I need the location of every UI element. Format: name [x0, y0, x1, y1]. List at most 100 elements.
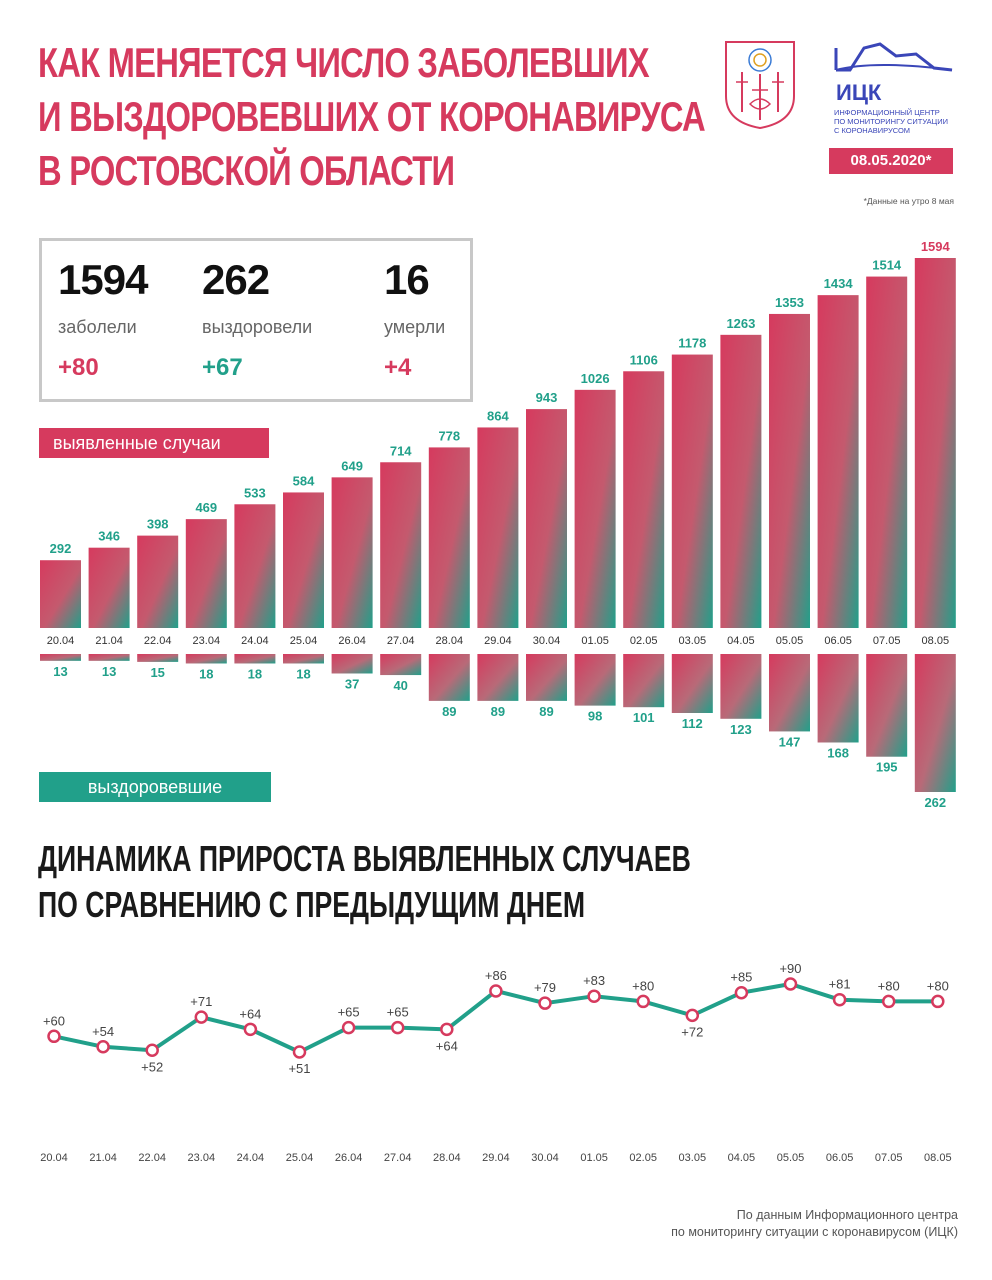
case-value-label: 469 [195, 500, 217, 515]
growth-value-label: +65 [387, 1005, 409, 1020]
date-tick-label: 07.05 [873, 635, 901, 647]
growth-point [538, 996, 552, 1010]
case-value-label: 1353 [775, 295, 804, 310]
growth-point [145, 1043, 159, 1058]
recovered-bar [234, 654, 276, 664]
case-value-label: 533 [244, 485, 266, 500]
subtitle-line: ПО СРАВНЕНИЮ С ПРЕДЫДУЩИМ ДНЕМ [38, 884, 586, 925]
recovered-value-label: 98 [588, 709, 602, 724]
case-value-label: 1514 [872, 258, 902, 273]
growth-point [931, 994, 945, 1009]
recovered-bar [40, 654, 81, 661]
case-bar [914, 258, 956, 628]
recovered-bar [380, 654, 422, 676]
case-bar [817, 295, 859, 628]
itsk-logo-icon: ИЦК [834, 42, 953, 105]
case-value-label: 1026 [581, 371, 610, 386]
date-tick-label: 07.05 [875, 1152, 903, 1164]
recovered-bar [526, 654, 567, 701]
stat-delta: +80 [58, 354, 99, 381]
logo-caption: ИНФОРМАЦИОННЫЙ ЦЕНТР ПО МОНИТОРИНГУ СИТУ… [834, 108, 964, 135]
recovered-bar [574, 654, 616, 706]
case-bar [477, 427, 519, 628]
title-line: В РОСТОВСКОЙ ОБЛАСТИ [38, 147, 455, 194]
case-bar [428, 447, 470, 628]
date-tick-label: 28.04 [433, 1152, 461, 1164]
date-tick-label: 21.04 [89, 1152, 117, 1164]
growth-value-label: +72 [681, 1024, 703, 1039]
case-bar [574, 389, 616, 628]
growth-value-label: +85 [730, 970, 752, 985]
growth-value-label: +52 [141, 1059, 163, 1074]
date-tick-label: 20.04 [40, 1152, 68, 1164]
date-tick-label: 06.05 [826, 1152, 854, 1164]
source-line: По данным Информационного центра [736, 1208, 958, 1222]
growth-value-label: +80 [927, 978, 949, 993]
recovered-bar [769, 654, 810, 732]
case-value-label: 398 [147, 517, 169, 532]
date-tick-label: 25.04 [286, 1152, 314, 1164]
stat-label: умерли [384, 317, 446, 337]
recovered-value-label: 112 [682, 716, 703, 731]
cases-bar-chart: 292 20.04 13 346 21.04 13 398 22.04 15 469 23.04 18… [40, 239, 956, 810]
case-bar [185, 519, 227, 628]
date-tick-label: 22.04 [144, 635, 172, 647]
recovered-value-label: 89 [442, 704, 456, 719]
source-note: По данным Информационного центра по мони… [671, 1207, 958, 1241]
date-tick-label: 04.05 [728, 1152, 756, 1164]
growth-point [292, 1045, 307, 1059]
growth-point [390, 1020, 405, 1035]
date-tick-label: 30.04 [531, 1152, 559, 1164]
case-value-label: 778 [438, 428, 460, 443]
subtitle-line: ДИНАМИКА ПРИРОСТА ВЫЯВЛЕННЫХ СЛУЧАЕВ [38, 838, 691, 879]
growth-value-label: +83 [583, 973, 605, 988]
date-note: *Данные на утро 8 мая [863, 196, 954, 206]
case-value-label: 1594 [921, 239, 951, 254]
date-tick-label: 27.04 [387, 635, 415, 647]
stat-delta: +4 [384, 354, 412, 381]
stat-value: 1594 [58, 256, 148, 303]
recovered-value-label: 101 [633, 710, 655, 725]
date-tick-label: 29.04 [484, 635, 512, 647]
case-value-label: 649 [341, 458, 363, 473]
date-tick-label: 28.04 [436, 635, 464, 647]
stat-deaths: 16 умерли +4 [384, 257, 445, 382]
recovered-value-label: 37 [345, 676, 359, 691]
date-tick-label: 23.04 [188, 1152, 216, 1164]
case-bar [623, 371, 665, 628]
title-line: КАК МЕНЯЕТСЯ ЧИСЛО ЗАБОЛЕВШИХ [38, 39, 650, 86]
case-value-label: 1263 [726, 316, 755, 331]
recovered-value-label: 195 [876, 760, 898, 775]
growth-value-label: +65 [338, 1005, 360, 1020]
recovered-bar [331, 654, 373, 674]
date-tick-label: 03.05 [679, 635, 707, 647]
growth-point [783, 977, 798, 991]
date-tick-label: 24.04 [241, 635, 269, 647]
recovered-value-label: 13 [53, 664, 67, 679]
growth-point [587, 989, 601, 1003]
growth-value-label: +81 [829, 977, 851, 992]
page-title: КАК МЕНЯЕТСЯ ЧИСЛО ЗАБОЛЕВШИХ И ВЫЗДОРОВ… [38, 36, 706, 198]
growth-point [734, 985, 749, 1000]
case-bar [866, 276, 908, 628]
date-tick-label: 04.05 [727, 635, 755, 647]
recovered-bar [88, 654, 130, 661]
case-value-label: 1434 [824, 276, 854, 291]
case-value-label: 1106 [630, 352, 658, 367]
growth-point [881, 994, 896, 1009]
date-tick-label: 08.05 [922, 635, 950, 647]
stat-infected: 1594 заболели +80 [58, 256, 148, 382]
growth-value-label: +90 [779, 961, 801, 976]
recovered-bar [428, 654, 470, 701]
recovered-value-label: 18 [199, 666, 213, 681]
date-tick-label: 26.04 [335, 1152, 363, 1164]
line-chart-title: ДИНАМИКА ПРИРОСТА ВЫЯВЛЕННЫХ СЛУЧАЕВ ПО … [38, 836, 691, 928]
case-bar [283, 492, 324, 628]
recovered-value-label: 147 [779, 734, 801, 749]
case-value-label: 943 [536, 390, 558, 405]
case-value-label: 346 [98, 529, 120, 544]
date-tick-label: 24.04 [237, 1152, 265, 1164]
growth-value-label: +80 [878, 978, 900, 993]
recovered-value-label: 15 [150, 665, 164, 680]
case-bar [671, 354, 713, 628]
